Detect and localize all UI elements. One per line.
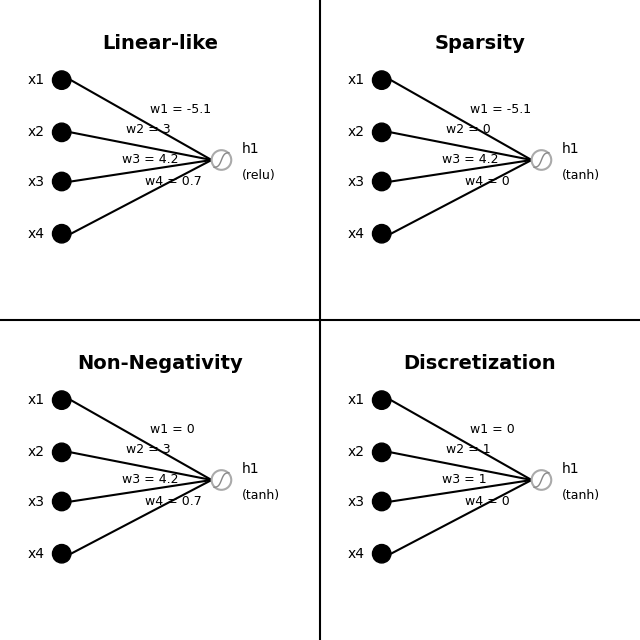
- Text: x3: x3: [348, 175, 365, 189]
- Text: w3 = 1: w3 = 1: [442, 473, 487, 486]
- Text: x1: x1: [348, 73, 365, 87]
- Text: (tanh): (tanh): [562, 489, 600, 502]
- Text: w4 = 0.7: w4 = 0.7: [145, 175, 202, 188]
- Text: x1: x1: [348, 393, 365, 407]
- Circle shape: [372, 391, 391, 410]
- Text: w4 = 0.7: w4 = 0.7: [145, 495, 202, 508]
- Text: h1: h1: [562, 142, 580, 156]
- Text: x3: x3: [348, 495, 365, 509]
- Text: (tanh): (tanh): [562, 169, 600, 182]
- Circle shape: [52, 172, 71, 191]
- Text: w1 = 0: w1 = 0: [150, 424, 195, 436]
- Text: x2: x2: [348, 445, 365, 460]
- Text: w4 = 0: w4 = 0: [465, 495, 509, 508]
- Text: Non-Negativity: Non-Negativity: [77, 354, 243, 373]
- Text: Linear-like: Linear-like: [102, 34, 218, 53]
- Circle shape: [52, 545, 71, 563]
- Text: w1 = -5.1: w1 = -5.1: [150, 104, 211, 116]
- Circle shape: [212, 150, 231, 170]
- Text: Sparsity: Sparsity: [435, 34, 525, 53]
- Text: w3 = 4.2: w3 = 4.2: [122, 473, 179, 486]
- Circle shape: [212, 470, 231, 490]
- Text: w1 = 0: w1 = 0: [470, 424, 515, 436]
- Text: w1 = -5.1: w1 = -5.1: [470, 104, 531, 116]
- Text: x2: x2: [28, 125, 45, 140]
- Text: h1: h1: [562, 462, 580, 476]
- Circle shape: [532, 470, 551, 490]
- Text: h1: h1: [242, 462, 260, 476]
- Circle shape: [52, 443, 71, 461]
- Circle shape: [52, 225, 71, 243]
- Text: x2: x2: [348, 125, 365, 140]
- Circle shape: [372, 172, 391, 191]
- Circle shape: [372, 71, 391, 90]
- Text: h1: h1: [242, 142, 260, 156]
- Circle shape: [372, 492, 391, 511]
- Text: (relu): (relu): [242, 169, 276, 182]
- Text: x3: x3: [28, 495, 45, 509]
- Text: x3: x3: [28, 175, 45, 189]
- Text: w4 = 0: w4 = 0: [465, 175, 509, 188]
- Text: w3 = 4.2: w3 = 4.2: [122, 153, 179, 166]
- Circle shape: [532, 150, 551, 170]
- Text: w3 = 4.2: w3 = 4.2: [442, 153, 499, 166]
- Text: w2 = 0: w2 = 0: [445, 123, 490, 136]
- Text: (tanh): (tanh): [242, 489, 280, 502]
- Text: x4: x4: [28, 547, 45, 561]
- Circle shape: [372, 123, 391, 141]
- Circle shape: [372, 545, 391, 563]
- Circle shape: [52, 123, 71, 141]
- Text: x4: x4: [28, 227, 45, 241]
- Text: x4: x4: [348, 227, 365, 241]
- Text: x1: x1: [28, 73, 45, 87]
- Circle shape: [52, 391, 71, 410]
- Text: x4: x4: [348, 547, 365, 561]
- Circle shape: [52, 492, 71, 511]
- Text: w2 = 3: w2 = 3: [125, 443, 170, 456]
- Circle shape: [372, 225, 391, 243]
- Circle shape: [52, 71, 71, 90]
- Circle shape: [372, 443, 391, 461]
- Text: x2: x2: [28, 445, 45, 460]
- Text: Discretization: Discretization: [404, 354, 556, 373]
- Text: x1: x1: [28, 393, 45, 407]
- Text: w2 = 3: w2 = 3: [125, 123, 170, 136]
- Text: w2 = 1: w2 = 1: [445, 443, 490, 456]
